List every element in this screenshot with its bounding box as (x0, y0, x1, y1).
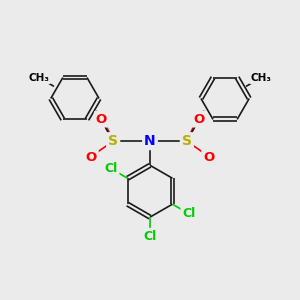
Text: Cl: Cl (182, 207, 196, 220)
Text: S: S (182, 134, 192, 148)
Text: O: O (85, 151, 97, 164)
Text: Cl: Cl (104, 162, 118, 175)
Text: O: O (203, 151, 214, 164)
Text: CH₃: CH₃ (251, 73, 272, 82)
Text: O: O (193, 112, 204, 126)
Text: O: O (96, 112, 107, 126)
Text: Cl: Cl (143, 230, 157, 243)
Text: S: S (108, 134, 118, 148)
Text: CH₃: CH₃ (28, 73, 49, 82)
Text: N: N (144, 134, 156, 148)
